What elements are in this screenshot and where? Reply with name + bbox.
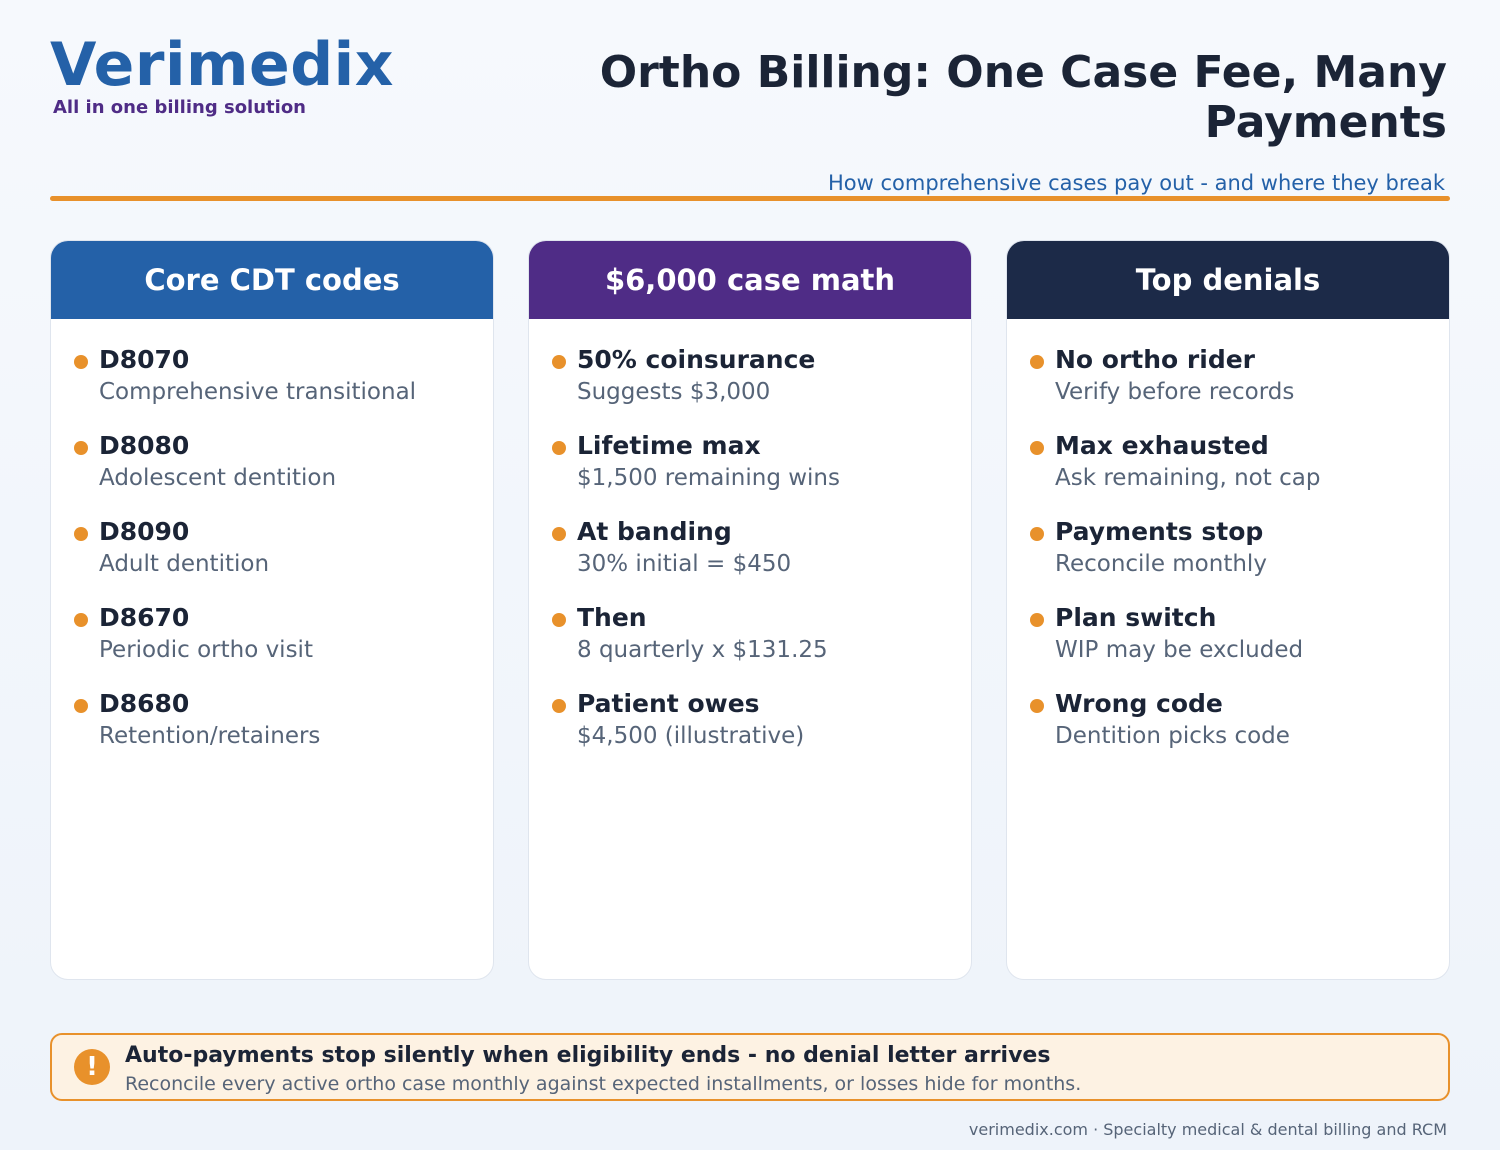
- bullet-dot-icon: [552, 441, 566, 455]
- item-description: Adolescent dentition: [99, 465, 337, 491]
- brand-tagline: All in one billing solution: [53, 97, 306, 118]
- card-core-cdt-codes: Core CDT codes D8070 Comprehensive transi…: [50, 240, 494, 980]
- card-list: No ortho rider Verify before records Max …: [1007, 319, 1449, 773]
- card-case-math: $6,000 case math 50% coinsurance Suggests…: [528, 240, 972, 980]
- page-title: Ortho Billing: One Case Fee, Many Paymen…: [599, 47, 1447, 148]
- bullet-dot-icon: [552, 527, 566, 541]
- bullet-dot-icon: [552, 699, 566, 713]
- item-title: Wrong code: [1055, 689, 1223, 718]
- item-description: Dentition picks code: [1055, 723, 1290, 749]
- item-title: At banding: [577, 517, 732, 546]
- item-description: Reconcile monthly: [1055, 551, 1267, 577]
- list-item: Then 8 quarterly x $131.25: [529, 601, 971, 687]
- alert-banner: ! Auto-payments stop silently when eligi…: [50, 1033, 1450, 1101]
- page-subtitle: How comprehensive cases pay out - and wh…: [828, 171, 1445, 195]
- list-item: Max exhausted Ask remaining, not cap: [1007, 429, 1449, 515]
- item-title: D8070: [99, 345, 190, 374]
- card-list: D8070 Comprehensive transitional D8080 Ado…: [51, 319, 493, 773]
- item-description: 8 quarterly x $131.25: [577, 637, 828, 663]
- card-header: Core CDT codes: [51, 241, 493, 319]
- item-title: Max exhausted: [1055, 431, 1269, 460]
- item-description: WIP may be excluded: [1055, 637, 1304, 663]
- card-header: Top denials: [1007, 241, 1449, 319]
- item-description: $1,500 remaining wins: [577, 465, 840, 491]
- list-item: Wrong code Dentition picks code: [1007, 687, 1449, 773]
- brand: Verimedix All in one billing solution: [50, 30, 394, 118]
- bullet-dot-icon: [74, 355, 88, 369]
- bullet-dot-icon: [74, 613, 88, 627]
- list-item: No ortho rider Verify before records: [1007, 343, 1449, 429]
- list-item: D8070 Comprehensive transitional: [51, 343, 493, 429]
- item-description: Periodic ortho visit: [99, 637, 313, 663]
- item-description: 30% initial = $450: [577, 551, 792, 577]
- item-description: Suggests $3,000: [577, 379, 771, 405]
- header-divider: [50, 196, 1450, 201]
- bullet-dot-icon: [74, 441, 88, 455]
- bullet-dot-icon: [74, 699, 88, 713]
- card-top-denials: Top denials No ortho rider Verify before …: [1006, 240, 1450, 980]
- item-description: $4,500 (illustrative): [577, 723, 805, 749]
- bullet-dot-icon: [1030, 355, 1044, 369]
- bullet-dot-icon: [1030, 699, 1044, 713]
- list-item: D8090 Adult dentition: [51, 515, 493, 601]
- item-title: Plan switch: [1055, 603, 1217, 632]
- list-item: Plan switch WIP may be excluded: [1007, 601, 1449, 687]
- item-title: 50% coinsurance: [577, 345, 816, 374]
- list-item: Patient owes $4,500 (illustrative): [529, 687, 971, 773]
- item-title: D8080: [99, 431, 190, 460]
- item-title: Payments stop: [1055, 517, 1264, 546]
- bullet-dot-icon: [552, 613, 566, 627]
- item-description: Adult dentition: [99, 551, 270, 577]
- card-list: 50% coinsurance Suggests $3,000 Lifetime …: [529, 319, 971, 773]
- item-description: Comprehensive transitional: [99, 379, 417, 405]
- list-item: Lifetime max $1,500 remaining wins: [529, 429, 971, 515]
- list-item: D8080 Adolescent dentition: [51, 429, 493, 515]
- item-title: D8670: [99, 603, 190, 632]
- bullet-dot-icon: [1030, 527, 1044, 541]
- exclamation-icon: !: [74, 1049, 110, 1085]
- footer-text: verimedix.com · Specialty medical & dent…: [968, 1120, 1447, 1139]
- list-item: D8670 Periodic ortho visit: [51, 601, 493, 687]
- item-title: No ortho rider: [1055, 345, 1256, 374]
- list-item: D8680 Retention/retainers: [51, 687, 493, 773]
- bullet-dot-icon: [552, 355, 566, 369]
- item-title: Lifetime max: [577, 431, 761, 460]
- brand-logo: Verimedix: [50, 30, 394, 100]
- bullet-dot-icon: [1030, 613, 1044, 627]
- item-description: Retention/retainers: [99, 723, 321, 749]
- item-title: D8680: [99, 689, 190, 718]
- bullet-dot-icon: [1030, 441, 1044, 455]
- item-title: Then: [577, 603, 647, 632]
- item-description: Verify before records: [1055, 379, 1295, 405]
- item-title: D8090: [99, 517, 190, 546]
- bullet-dot-icon: [74, 527, 88, 541]
- alert-title: Auto-payments stop silently when eligibi…: [125, 1043, 1051, 1068]
- alert-description: Reconcile every active ortho case monthl…: [125, 1073, 1082, 1095]
- item-title: Patient owes: [577, 689, 760, 718]
- list-item: At banding 30% initial = $450: [529, 515, 971, 601]
- list-item: 50% coinsurance Suggests $3,000: [529, 343, 971, 429]
- card-header: $6,000 case math: [529, 241, 971, 319]
- item-description: Ask remaining, not cap: [1055, 465, 1321, 491]
- list-item: Payments stop Reconcile monthly: [1007, 515, 1449, 601]
